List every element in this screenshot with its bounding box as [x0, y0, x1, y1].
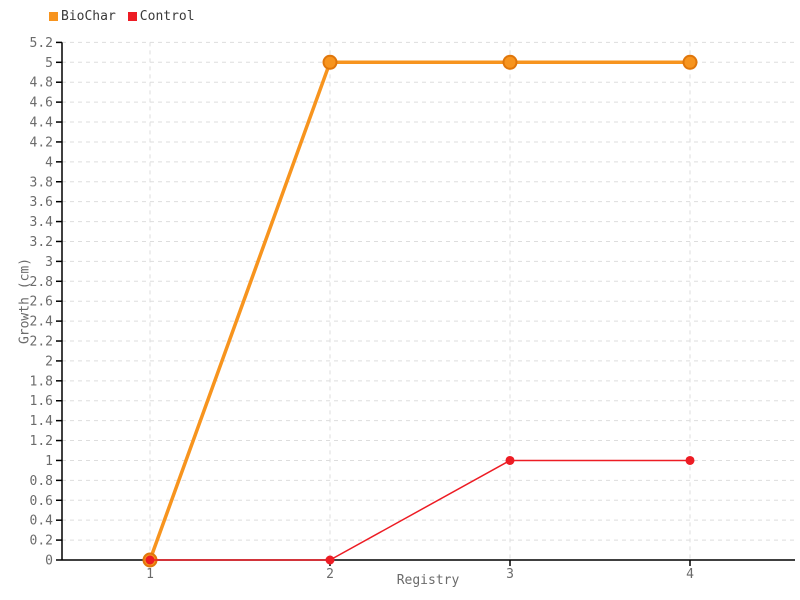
y-tick-label: 0.2	[30, 534, 53, 549]
x-axis-title: Registry	[396, 573, 460, 588]
y-tick-label: 0	[45, 554, 53, 569]
y-tick-label: 1.2	[30, 434, 53, 449]
legend-item-biochar[interactable]: BioChar	[49, 9, 116, 24]
x-tick-label: 2	[326, 567, 334, 582]
y-tick-label: 4.8	[30, 76, 53, 91]
marker-biochar[interactable]	[502, 54, 518, 70]
y-tick-label: 2.6	[30, 295, 53, 310]
chart-legend: BioChar Control	[49, 9, 195, 24]
marker-control[interactable]	[505, 455, 515, 465]
y-tick-label: 2.8	[30, 275, 53, 290]
control-swatch-icon	[127, 12, 137, 21]
y-tick-label: 3.6	[30, 195, 53, 210]
series-line-biochar	[148, 60, 692, 562]
y-tick-label: 5	[45, 56, 53, 71]
marker-biochar[interactable]	[682, 54, 698, 70]
legend-label-biochar: BioChar	[61, 9, 116, 24]
x-tick-label: 1	[146, 567, 154, 582]
y-tick-label: 1.8	[30, 374, 53, 389]
y-tick-label: 3.4	[30, 215, 54, 230]
y-tick-label: 3	[45, 255, 53, 270]
y-tick-label: 1	[45, 454, 53, 469]
x-tick-label: 4	[686, 567, 694, 582]
legend-item-control[interactable]: Control	[127, 9, 195, 24]
series-line-control	[149, 459, 691, 561]
y-tick-label: 4	[45, 155, 53, 170]
y-tick-label: 2.2	[30, 335, 53, 350]
marker-control[interactable]	[145, 555, 155, 565]
y-tick-label: 4.2	[30, 135, 53, 150]
y-tick-label: 4.4	[30, 116, 54, 131]
x-tick-label: 3	[506, 567, 514, 582]
y-tick-label: 3.8	[30, 175, 53, 190]
y-tick-label: 2.4	[30, 315, 54, 330]
marker-control[interactable]	[325, 555, 335, 565]
y-tick-label: 5.2	[30, 36, 53, 51]
biochar-swatch-icon	[49, 12, 58, 21]
y-tick-label: 0.4	[30, 514, 54, 529]
legend-label-control: Control	[139, 9, 195, 24]
y-tick-label: 3.2	[30, 235, 53, 250]
y-tick-label: 2	[45, 354, 53, 369]
y-axis-title: Growth (cm)	[17, 257, 33, 345]
y-tick-label: 1.4	[30, 414, 54, 429]
y-tick-label: 4.6	[30, 96, 53, 111]
y-tick-label: 0.8	[30, 474, 53, 489]
y-tick-label: 1.6	[30, 394, 53, 409]
marker-biochar[interactable]	[322, 54, 338, 70]
y-tick-label: 0.6	[30, 494, 53, 509]
marker-control[interactable]	[685, 455, 695, 465]
